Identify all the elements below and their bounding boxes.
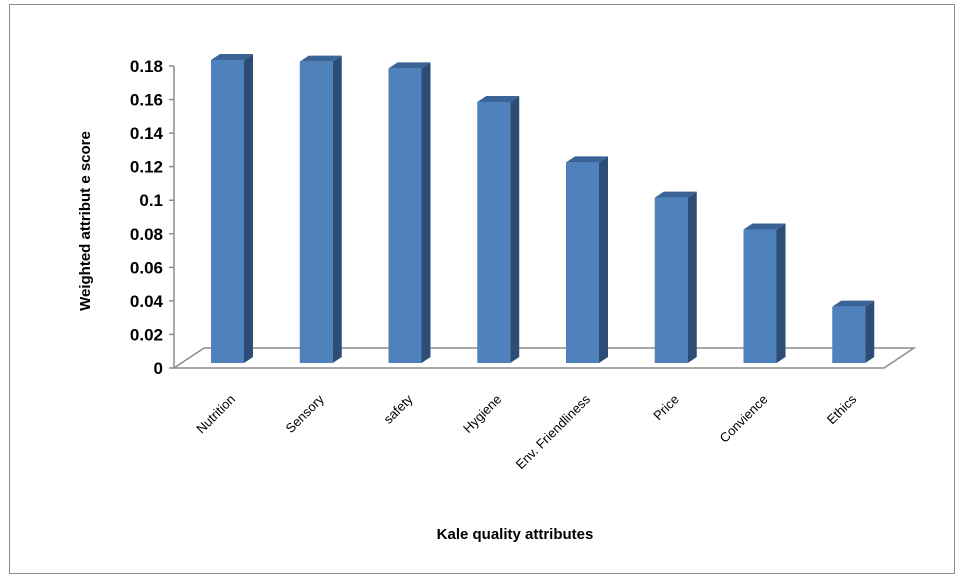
bar-side: [776, 223, 786, 363]
bar-top: [211, 54, 253, 60]
y-tick-label: 0.14: [130, 124, 164, 143]
x-tick-label: Nutrition: [193, 392, 238, 437]
y-tick-label: 0.06: [130, 258, 163, 277]
x-tick-label: Hygiene: [460, 392, 504, 436]
bar-side: [244, 54, 253, 363]
bars: [211, 54, 875, 364]
y-axis-title: Weighted attribut e score: [77, 131, 94, 311]
bar-top: [743, 223, 786, 230]
x-tick-label: Ethics: [824, 391, 860, 427]
bar: [211, 60, 244, 363]
bar: [388, 68, 422, 363]
x-tick-label: Sensory: [283, 391, 328, 436]
y-tick-label: 0.02: [130, 325, 163, 344]
bar: [299, 61, 333, 364]
y-tick-label: 0.18: [130, 57, 163, 76]
bar: [832, 306, 866, 363]
bar-top: [566, 156, 608, 163]
y-tick-label: 0.08: [130, 225, 163, 244]
y-tick-label: 0.12: [130, 158, 163, 177]
y-tick-label: 0.04: [130, 292, 164, 311]
floor: [171, 347, 917, 369]
bar-top: [654, 191, 697, 198]
bar: [477, 101, 511, 363]
x-tick-label: Convience: [717, 392, 771, 446]
bar-top: [832, 300, 875, 307]
bar-side: [865, 300, 875, 363]
y-tick-label: 0: [154, 359, 163, 378]
x-tick-label: Env. Friendliness: [513, 391, 594, 472]
bar-side: [332, 55, 342, 364]
x-axis-title: Kale quality attributes: [437, 526, 594, 543]
bar-top: [388, 62, 431, 69]
bar-top: [299, 55, 342, 62]
bar: [566, 162, 599, 363]
axes: [169, 65, 917, 369]
bar-top: [477, 95, 520, 102]
bar: [743, 229, 777, 363]
bar-side: [687, 191, 697, 363]
bar-side: [599, 156, 608, 363]
y-tick-label: 0.16: [130, 91, 163, 110]
bar: [654, 197, 688, 363]
bar-side: [421, 62, 431, 364]
x-tick-label: safety: [380, 391, 415, 426]
bar-side: [510, 95, 520, 363]
x-tick-label: Price: [650, 392, 682, 424]
y-tick-label: 0.1: [139, 191, 163, 210]
